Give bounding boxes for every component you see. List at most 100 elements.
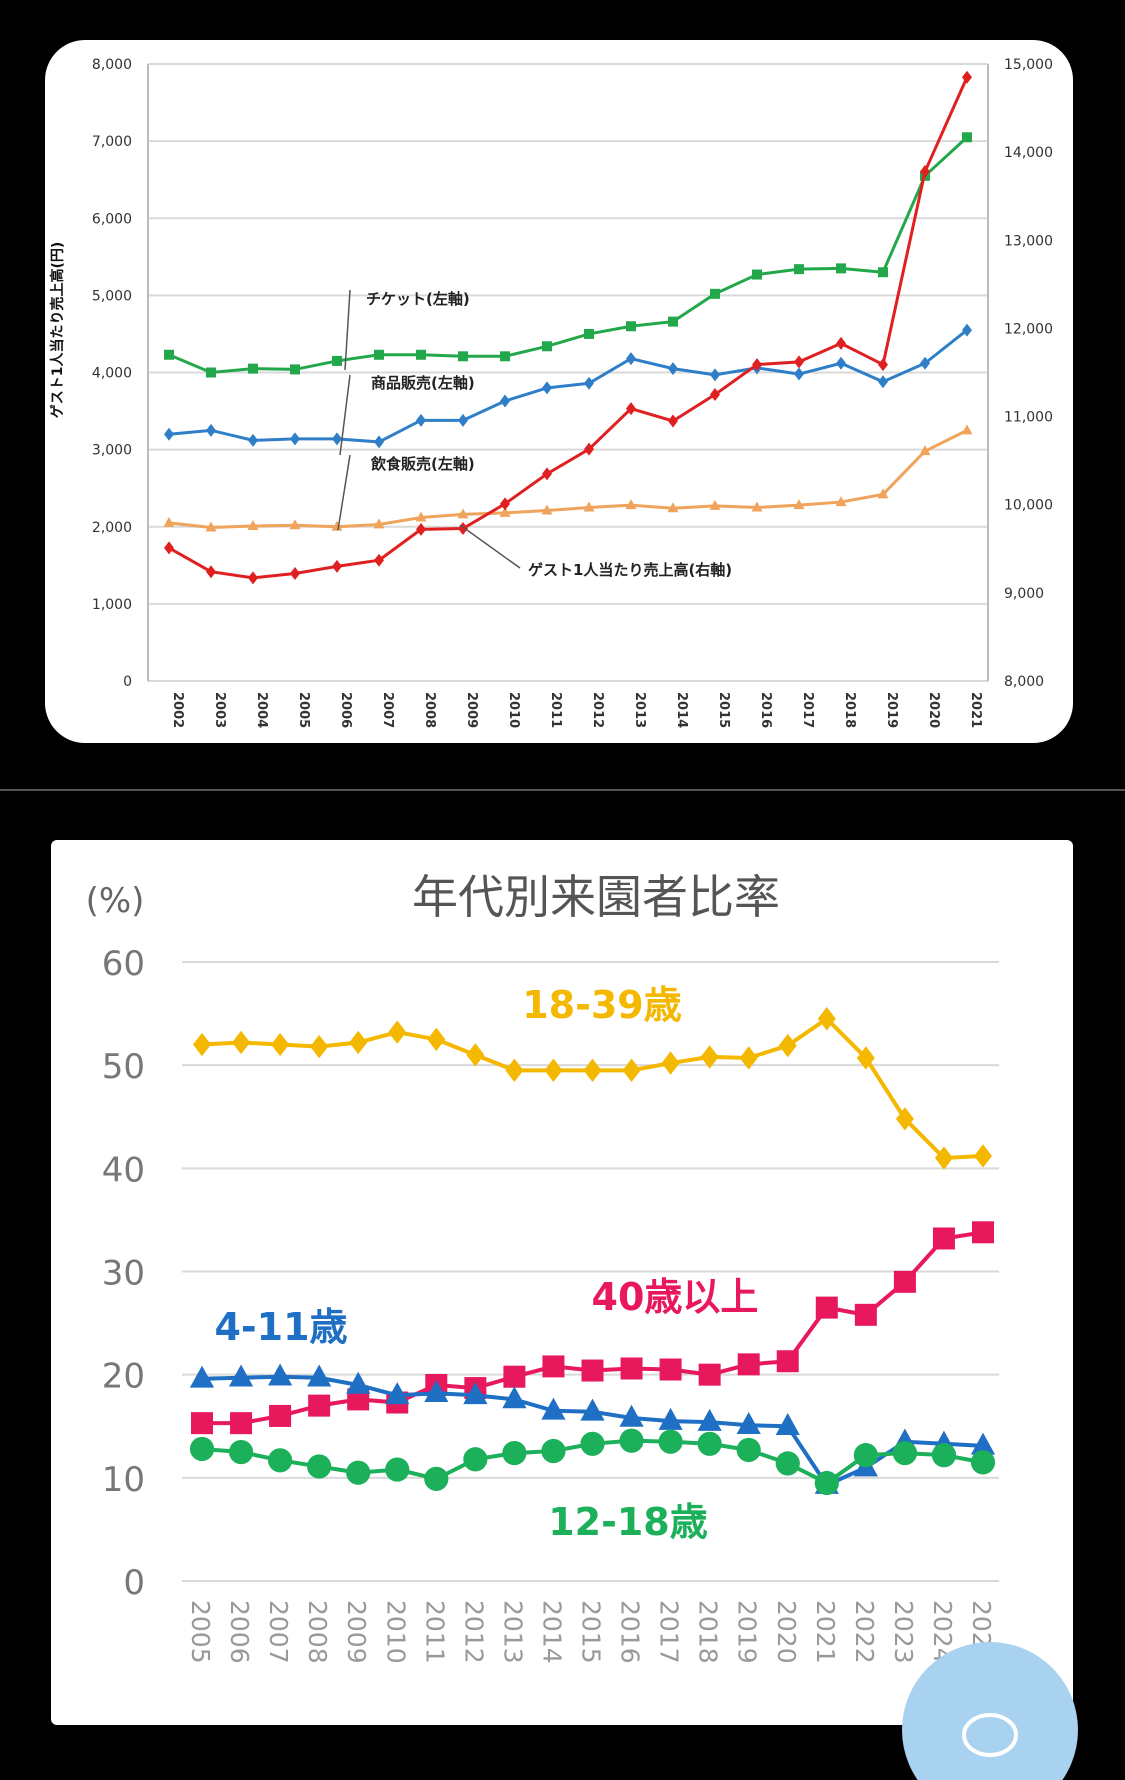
series-line (168, 428, 968, 530)
data-point (163, 516, 175, 527)
data-point (308, 1394, 331, 1417)
data-point (856, 1046, 875, 1070)
data-point (854, 1303, 877, 1326)
left-axis-tick-label: 3,000 (92, 443, 132, 459)
x-axis-tick-label: 2003 (212, 692, 227, 728)
data-point (974, 1144, 992, 1168)
data-point (583, 1058, 602, 1083)
data-point (230, 1412, 253, 1435)
data-point (332, 355, 342, 366)
data-point (710, 388, 720, 402)
leader-line (459, 524, 521, 569)
data-point (416, 413, 426, 427)
chart-title: 年代別来園者比率 (412, 870, 780, 924)
data-point (878, 267, 888, 278)
x-axis-tick-label: 2005 (186, 1600, 215, 1664)
data-point (626, 321, 636, 332)
data-point (625, 499, 637, 510)
data-point (248, 571, 258, 585)
data-point (775, 1451, 800, 1476)
data-point (962, 70, 972, 84)
data-point (164, 427, 174, 441)
data-point (709, 499, 721, 510)
data-point (232, 1030, 251, 1055)
data-point (505, 1058, 524, 1083)
data-point (752, 269, 762, 280)
data-point (580, 1431, 605, 1456)
x-axis-tick-label: 2020 (772, 1600, 801, 1664)
data-point (962, 323, 972, 337)
data-point (289, 519, 301, 530)
right-axis-tick-label: 12,000 (1004, 321, 1053, 337)
series-line (168, 136, 969, 375)
data-point (836, 263, 846, 274)
data-point (248, 363, 258, 374)
speech-bubble-icon (962, 1713, 1018, 1757)
data-point (580, 1398, 605, 1421)
x-axis-tick-label: 2007 (380, 692, 395, 728)
data-point (503, 1365, 526, 1388)
data-point (332, 432, 342, 446)
data-point (346, 1460, 371, 1485)
left-axis-tick-label: 4,000 (92, 366, 132, 382)
x-axis-tick-label: 2018 (694, 1600, 723, 1664)
x-axis-tick-label: 2009 (342, 1600, 371, 1664)
data-point (620, 1357, 643, 1380)
x-axis-tick-label: 2007 (264, 1600, 293, 1664)
data-point (892, 1440, 918, 1466)
top-chart-card (45, 40, 1073, 743)
data-point (895, 1107, 914, 1131)
series-label: 12-18歳 (548, 1500, 708, 1544)
data-point (931, 1443, 957, 1468)
x-axis-tick-label: 2020 (926, 692, 941, 728)
data-point (191, 1412, 213, 1435)
series-label: 18-39歳 (522, 983, 682, 1027)
x-axis-tick-label: 2004 (254, 692, 269, 728)
y-axis-tick-label: 10 (102, 1460, 145, 1500)
data-point (836, 336, 846, 350)
data-point (206, 423, 216, 437)
x-axis-tick-label: 2022 (850, 1600, 879, 1664)
data-point (584, 328, 594, 339)
x-axis-tick-label: 2021 (968, 692, 983, 728)
right-axis-tick-label: 15,000 (1004, 57, 1053, 73)
data-point (932, 1227, 955, 1250)
data-point (542, 467, 552, 481)
data-point (961, 424, 973, 435)
data-point (619, 1404, 644, 1427)
data-point (700, 1045, 719, 1069)
data-point (544, 1058, 563, 1083)
data-point (920, 165, 930, 179)
x-axis-tick-label: 2010 (506, 692, 521, 728)
chat-button[interactable] (902, 1642, 1078, 1780)
data-point (502, 1386, 527, 1409)
leader-line (339, 374, 351, 456)
data-point (416, 349, 426, 360)
data-point (778, 1033, 797, 1058)
data-point (542, 1355, 565, 1378)
data-point (458, 413, 468, 427)
x-axis-tick-label: 2009 (464, 692, 479, 728)
x-axis-tick-label: 2006 (225, 1600, 254, 1664)
x-axis-tick-label: 2010 (381, 1600, 410, 1664)
data-point (817, 1007, 836, 1031)
series-label: 飲食販売(左軸) (370, 455, 475, 473)
data-point (331, 520, 343, 531)
data-point (793, 499, 805, 510)
data-point (626, 352, 636, 366)
data-point (878, 358, 888, 372)
x-axis-tick-label: 2016 (758, 692, 773, 728)
right-axis-tick-label: 10,000 (1004, 498, 1053, 514)
data-point (189, 1365, 215, 1388)
y-axis-unit: (%) (86, 881, 145, 921)
data-point (814, 1470, 839, 1496)
x-axis-tick-label: 2016 (616, 1600, 645, 1664)
data-point (290, 364, 300, 375)
data-point (970, 1432, 996, 1455)
data-point (659, 1358, 682, 1381)
data-point (205, 521, 217, 532)
data-point (626, 402, 636, 416)
data-point (622, 1058, 641, 1083)
data-point (228, 1364, 254, 1387)
